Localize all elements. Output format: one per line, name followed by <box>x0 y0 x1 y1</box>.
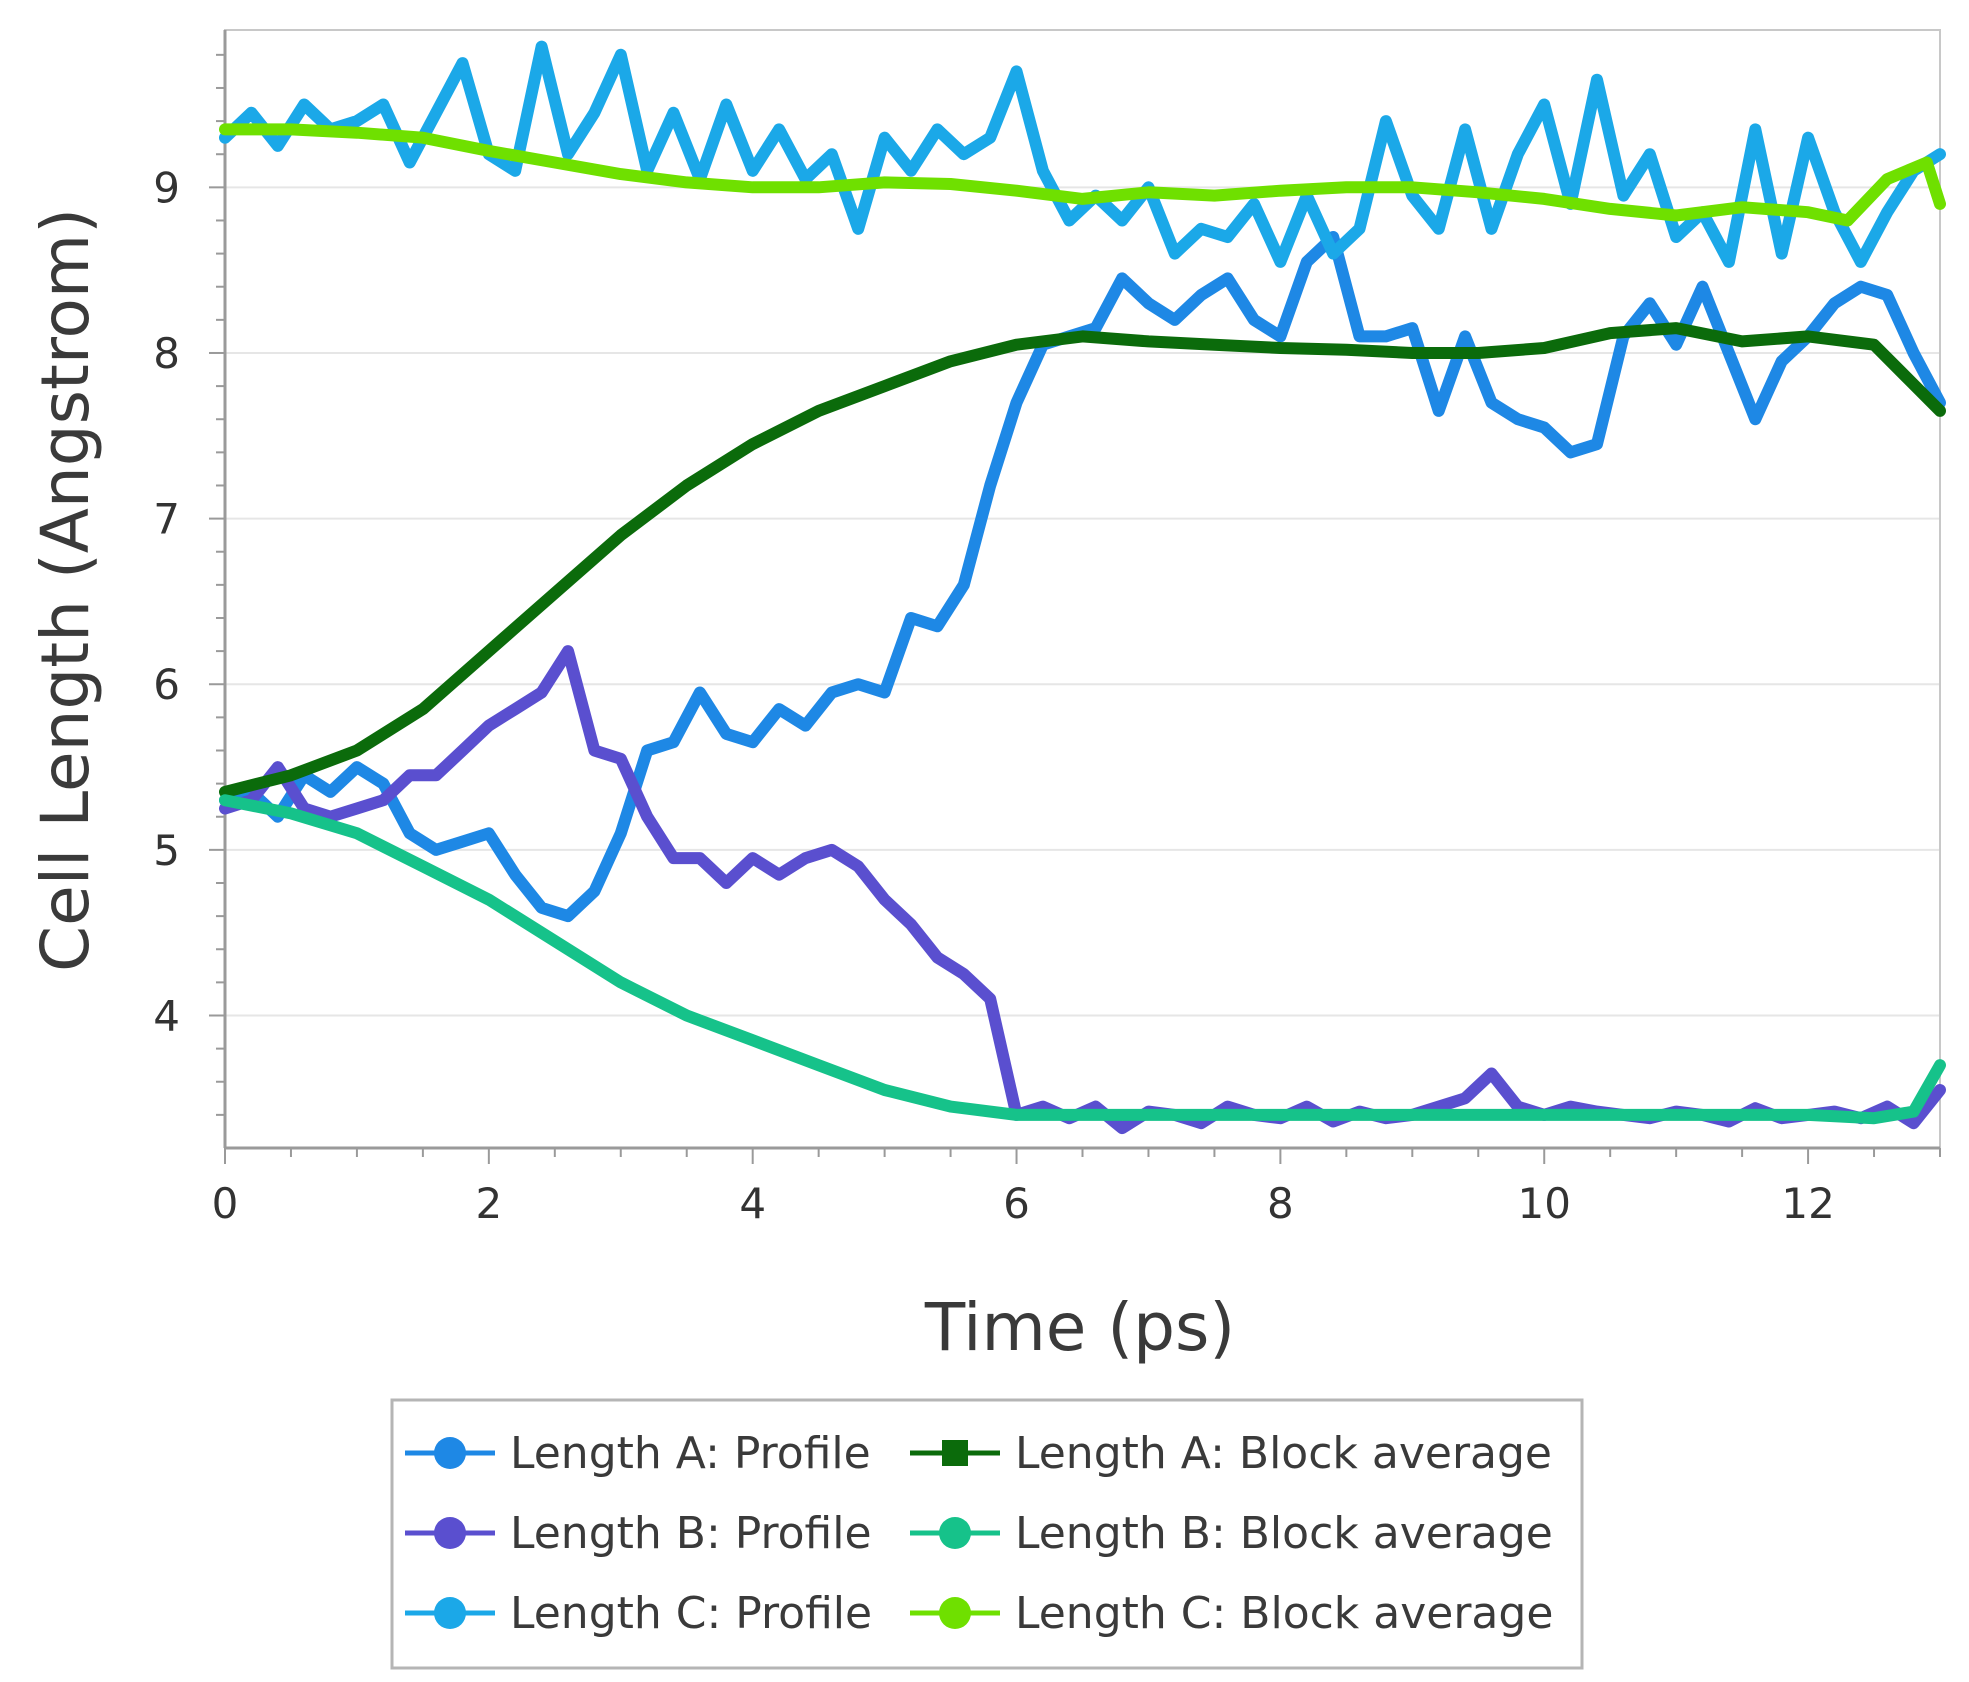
y-tick-label: 9 <box>153 163 180 212</box>
x-tick-label: 10 <box>1518 1179 1571 1228</box>
y-axis-title: Cell Length (Angstrom) <box>27 208 104 972</box>
series-line-length-b-block-average <box>219 794 1946 1125</box>
legend-circle-marker <box>939 1597 971 1629</box>
legend-item: Length C: Block average <box>910 1588 1553 1639</box>
legend-item: Length A: Block average <box>910 1428 1552 1479</box>
legend-item: Length B: Block average <box>910 1508 1553 1559</box>
legend-circle-marker <box>434 1597 466 1629</box>
legend-label: Length B: Profile <box>510 1508 872 1559</box>
legend-circle-marker <box>434 1437 466 1469</box>
x-tick-label: 2 <box>475 1179 502 1228</box>
y-tick-label: 8 <box>153 329 180 378</box>
legend-label: Length B: Block average <box>1015 1508 1553 1559</box>
legend-square-marker <box>942 1440 968 1466</box>
y-tick-label: 7 <box>153 495 180 544</box>
x-tick-label: 4 <box>739 1179 766 1228</box>
legend-circle-marker <box>939 1517 971 1549</box>
series-line-length-a-block-average <box>219 322 1946 798</box>
axes: 0 2 4 6 8 10 12 4 5 6 7 8 9 <box>153 29 1941 1228</box>
series-line-length-c-block-average <box>219 123 1946 227</box>
series-line-length-c-profile <box>219 40 1946 268</box>
x-tick-label: 0 <box>212 1179 239 1228</box>
series-group <box>219 40 1946 1135</box>
legend-item: Length B: Profile <box>405 1508 872 1559</box>
y-tick-label: 5 <box>153 826 180 875</box>
legend-label: Length C: Profile <box>510 1588 872 1639</box>
x-axis-title: Time (ps) <box>924 1289 1235 1366</box>
x-tick-label: 12 <box>1781 1179 1834 1228</box>
legend-label: Length A: Block average <box>1015 1428 1552 1479</box>
x-tick-label: 6 <box>1003 1179 1030 1228</box>
x-tick-label: 8 <box>1267 1179 1294 1228</box>
legend-label: Length C: Block average <box>1015 1588 1553 1639</box>
y-tick-label: 6 <box>153 660 180 709</box>
legend-item: Length A: Profile <box>405 1428 871 1479</box>
legend: Length A: Profile Length B: Profile Length… <box>390 1398 1584 1670</box>
legend-label: Length A: Profile <box>510 1428 871 1479</box>
legend-circle-marker <box>434 1517 466 1549</box>
legend-item: Length C: Profile <box>405 1588 872 1639</box>
y-tick-label: 4 <box>153 991 180 1040</box>
